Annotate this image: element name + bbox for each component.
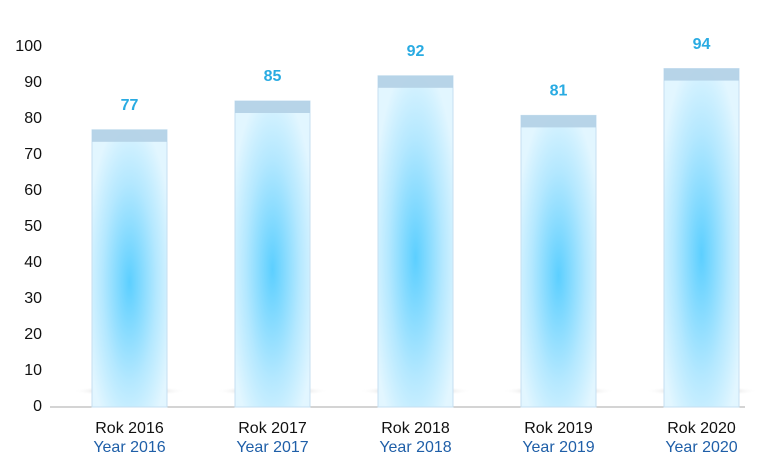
y-tick-label: 50 <box>24 218 42 235</box>
y-tick-label: 20 <box>24 326 42 343</box>
value-label: 81 <box>550 83 568 100</box>
value-label: 85 <box>264 68 282 85</box>
bar <box>520 114 597 408</box>
bar-cap <box>521 115 596 128</box>
value-label: 92 <box>407 43 425 60</box>
y-tick-label: 40 <box>24 254 42 271</box>
x-tick-label: Rok 2018 <box>381 420 450 437</box>
y-tick-label: 30 <box>24 290 42 307</box>
x-tick-label: Rok 2016 <box>95 420 164 437</box>
bar-cap <box>235 101 310 113</box>
x-tick-label: Rok 2017 <box>238 420 307 437</box>
y-tick-label: 60 <box>24 182 42 199</box>
value-label: 77 <box>121 97 139 114</box>
x-tick-sublabel: Year 2018 <box>379 439 451 456</box>
bar <box>663 68 740 408</box>
bar <box>91 129 168 408</box>
y-tick-label: 0 <box>33 398 42 415</box>
value-label: 94 <box>693 36 711 53</box>
y-tick-label: 70 <box>24 146 42 163</box>
bar <box>234 100 311 408</box>
y-tick-label: 80 <box>24 110 42 127</box>
x-tick-label: Rok 2019 <box>524 420 593 437</box>
x-tick-label: Rok 2020 <box>667 420 736 437</box>
x-tick-sublabel: Year 2017 <box>236 439 308 456</box>
bar-cap <box>664 68 739 81</box>
y-tick-label: 10 <box>24 362 42 379</box>
x-tick-sublabel: Year 2019 <box>522 439 594 456</box>
x-tick-sublabel: Year 2020 <box>665 439 737 456</box>
y-tick-label: 100 <box>15 38 42 55</box>
x-tick-sublabel: Year 2016 <box>93 439 165 456</box>
bar-cap <box>378 75 453 88</box>
bar <box>377 75 454 408</box>
bar-cap <box>92 129 167 142</box>
y-tick-label: 90 <box>24 74 42 91</box>
